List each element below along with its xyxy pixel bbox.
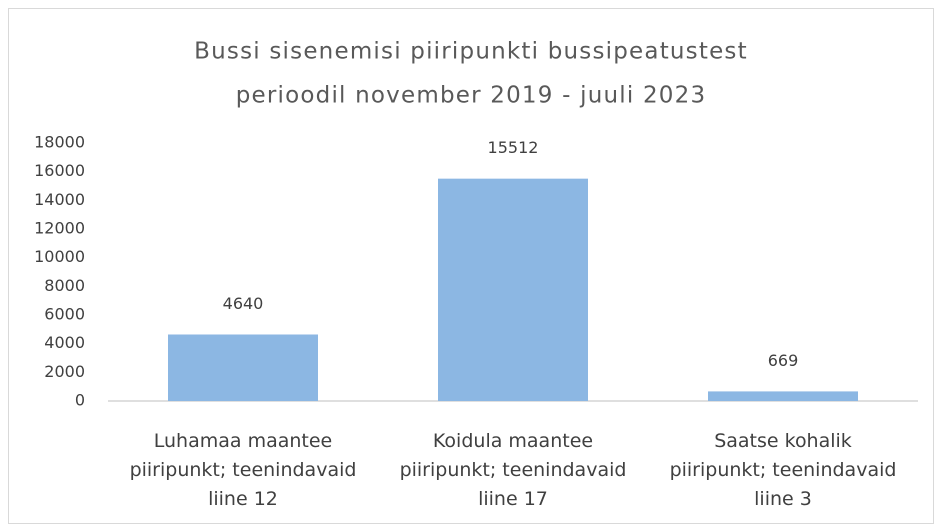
x-tick-label: Koidula maantee piiripunkt; teenindavaid l… bbox=[400, 430, 627, 510]
data-label: 15512 bbox=[488, 138, 539, 157]
bar bbox=[708, 391, 858, 401]
y-tick-label: 14000 bbox=[34, 190, 85, 209]
x-tick-label: Saatse kohalik piiripunkt; teenindavaid li… bbox=[670, 430, 897, 510]
data-label: 4640 bbox=[223, 294, 264, 313]
x-tick-label: Luhamaa maantee piiripunkt; teenindavaid l… bbox=[130, 430, 357, 510]
y-tick-label: 12000 bbox=[34, 219, 85, 238]
y-tick-label: 16000 bbox=[34, 161, 85, 180]
y-tick-label: 4000 bbox=[44, 333, 85, 352]
chart-title: Bussi sisenemisi piiripunkti bussipeatus… bbox=[194, 39, 748, 65]
y-tick-label: 0 bbox=[75, 391, 85, 410]
data-label: 669 bbox=[768, 351, 799, 370]
bar bbox=[168, 334, 318, 401]
y-tick-label: 18000 bbox=[34, 133, 85, 152]
y-tick-label: 6000 bbox=[44, 305, 85, 324]
y-tick-label: 10000 bbox=[34, 247, 85, 266]
bar bbox=[438, 178, 588, 401]
y-tick-label: 2000 bbox=[44, 362, 85, 381]
chart-title: perioodil november 2019 - juuli 2023 bbox=[236, 83, 707, 109]
y-tick-label: 8000 bbox=[44, 276, 85, 295]
